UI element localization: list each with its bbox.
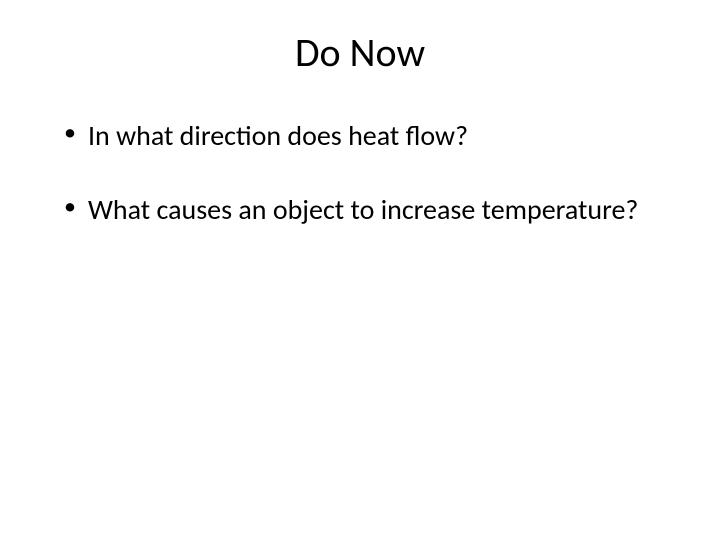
slide-container: Do Now In what direction does heat flow?… xyxy=(0,0,720,540)
bullet-item: What causes an object to increase temper… xyxy=(60,193,660,227)
bullet-list: In what direction does heat flow? What c… xyxy=(60,119,660,226)
slide-title: Do Now xyxy=(60,28,660,77)
bullet-item: In what direction does heat flow? xyxy=(60,119,660,153)
